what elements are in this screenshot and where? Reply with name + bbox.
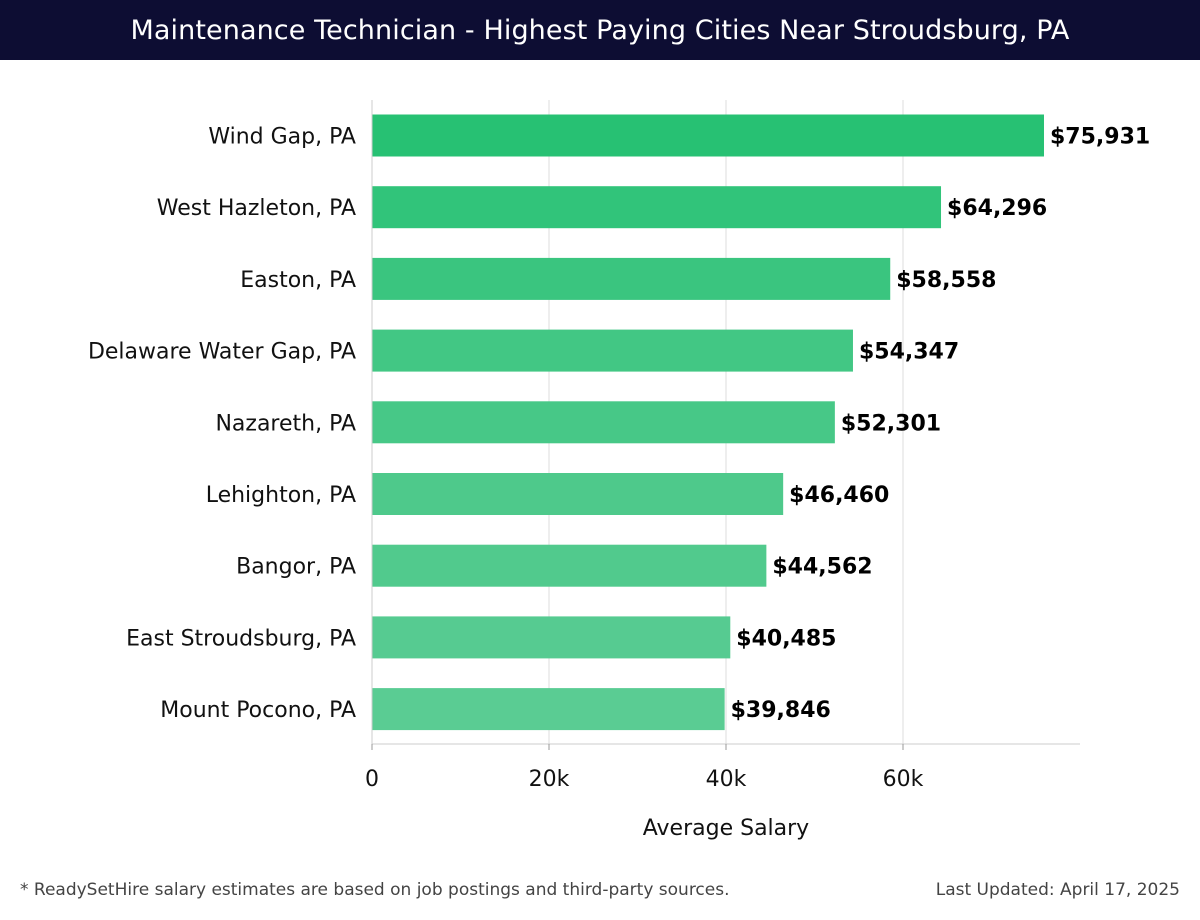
value-label-2: $58,558 — [896, 268, 996, 293]
x-tick-label-3: 60k — [883, 767, 924, 792]
value-label-7: $40,485 — [736, 626, 836, 651]
x-tick-label-1: 20k — [529, 767, 570, 792]
bar-2[interactable] — [372, 257, 891, 300]
x-axis-title: Average Salary — [643, 816, 809, 841]
bar-0[interactable] — [372, 114, 1044, 157]
x-axis: 0 20k 40k 60k Average Salary — [365, 100, 1080, 841]
bar-1[interactable] — [372, 186, 942, 229]
value-label-8: $39,846 — [731, 698, 831, 723]
bar-5[interactable] — [372, 473, 784, 515]
value-label-6: $44,562 — [772, 555, 872, 580]
category-label-1: West Hazleton, PA — [157, 196, 356, 221]
footer-note: * ReadySetHire salary estimates are base… — [20, 880, 730, 900]
category-label-8: Mount Pocono, PA — [160, 698, 356, 723]
category-label-3: Delaware Water Gap, PA — [88, 340, 356, 365]
value-label-5: $46,460 — [789, 483, 889, 508]
value-label-1: $64,296 — [947, 196, 1047, 221]
category-label-6: Bangor, PA — [236, 555, 356, 580]
last-updated: Last Updated: April 17, 2025 — [935, 880, 1180, 900]
bar-7[interactable] — [372, 616, 731, 659]
value-label-3: $54,347 — [859, 340, 959, 365]
x-tick-label-0: 0 — [365, 767, 379, 792]
category-label-5: Lehighton, PA — [206, 483, 356, 508]
bar-3[interactable] — [372, 329, 853, 372]
chart-title: Maintenance Technician - Highest Paying … — [130, 14, 1070, 46]
title-bar: Maintenance Technician - Highest Paying … — [0, 0, 1200, 60]
bar-8[interactable] — [372, 688, 725, 731]
bars — [372, 114, 1044, 731]
labels: Wind Gap, PA $75,931 West Hazleton, PA $64,… — [88, 125, 1150, 724]
bar-chart: 0 20k 40k 60k Average Salary Wind Gap, PA $75… — [88, 100, 1150, 841]
bar-6[interactable] — [372, 544, 767, 587]
bar-4[interactable] — [372, 401, 835, 444]
category-label-2: Easton, PA — [240, 268, 356, 293]
value-label-4: $52,301 — [841, 411, 941, 436]
category-label-7: East Stroudsburg, PA — [126, 626, 356, 651]
value-label-0: $75,931 — [1050, 125, 1150, 150]
category-label-0: Wind Gap, PA — [208, 125, 356, 150]
category-label-4: Nazareth, PA — [215, 411, 356, 436]
x-tick-label-2: 40k — [706, 767, 747, 792]
